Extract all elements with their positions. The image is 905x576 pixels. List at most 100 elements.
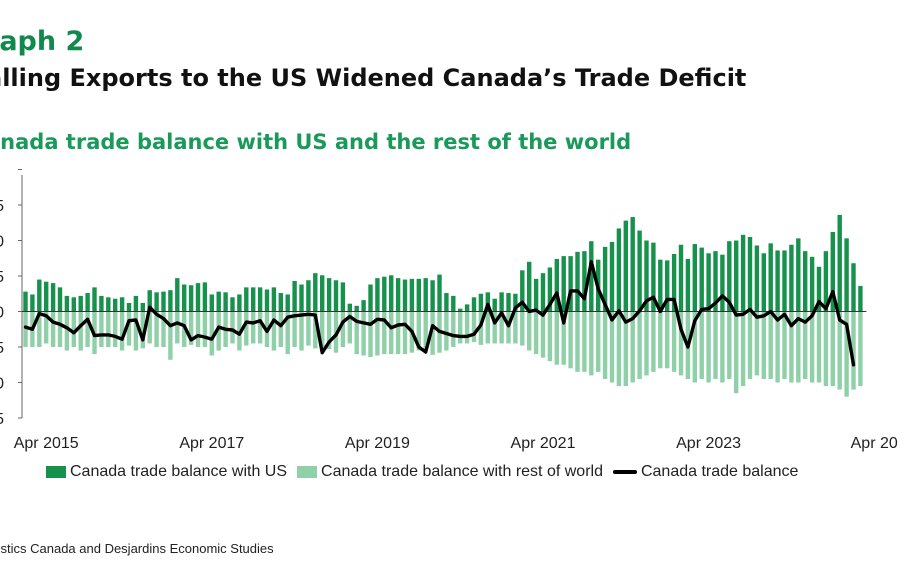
bar-rest-of-world — [313, 311, 318, 349]
bar-rest-of-world — [520, 311, 525, 346]
bar-us — [527, 261, 532, 312]
bar-us — [147, 290, 152, 312]
bar-rest-of-world — [230, 311, 235, 344]
bar-us — [333, 280, 339, 312]
bar-rest-of-world — [478, 311, 484, 345]
bar-us — [706, 253, 711, 312]
chart-subtitle: anada trade balance with US and the rest… — [0, 130, 632, 154]
bar-us — [754, 245, 760, 312]
bar-rest-of-world — [37, 311, 42, 347]
bar-us — [64, 295, 70, 312]
bar-rest-of-world — [665, 311, 670, 369]
bar-us — [140, 302, 145, 312]
bar-us — [499, 292, 504, 312]
bar-us — [740, 234, 746, 312]
bar-rest-of-world — [99, 311, 104, 347]
bar-us — [306, 280, 311, 312]
x-tick-label: Apr 2023 — [676, 435, 741, 452]
bar-rest-of-world — [506, 311, 511, 344]
bar-us — [292, 280, 297, 312]
bar-rest-of-world — [140, 311, 145, 349]
bar-rest-of-world — [119, 311, 125, 351]
bar-rest-of-world — [251, 311, 256, 344]
bar-us — [154, 292, 159, 312]
bar-rest-of-world — [126, 311, 132, 346]
bar-us — [727, 241, 732, 312]
bar-us — [395, 278, 401, 312]
bar-rest-of-world — [168, 311, 173, 360]
bar-us — [299, 284, 304, 312]
bar-rest-of-world — [485, 311, 490, 344]
source-note: tistics Canada and Desjardins Economic S… — [0, 541, 274, 556]
bar-us — [375, 278, 380, 312]
bar-rest-of-world — [858, 311, 863, 387]
bar-rest-of-world — [133, 311, 139, 351]
bar-rest-of-world — [402, 311, 408, 355]
bar-us — [119, 297, 125, 312]
bar-us — [195, 283, 201, 312]
bar-us — [458, 308, 463, 312]
bar-us — [575, 251, 580, 312]
bar-rest-of-world — [416, 311, 421, 351]
bar-us — [368, 284, 373, 312]
bar-us — [713, 251, 718, 312]
bar-rest-of-world — [658, 311, 663, 369]
bar-us — [320, 275, 325, 312]
bar-rest-of-world — [175, 311, 180, 344]
bar-us — [471, 297, 477, 312]
bar-us — [761, 253, 766, 312]
bar-us — [106, 297, 111, 312]
bar-rest-of-world — [292, 311, 297, 347]
bar-rest-of-world — [195, 311, 201, 347]
bar-rest-of-world — [596, 311, 601, 372]
bar-rest-of-world — [347, 311, 352, 344]
bar-rest-of-world — [761, 311, 766, 379]
bar-us — [513, 293, 518, 312]
bar-us — [264, 289, 270, 312]
bar-us — [775, 250, 780, 312]
bar-us — [416, 278, 421, 312]
bar-rest-of-world — [430, 311, 435, 355]
bar-us — [285, 294, 290, 312]
bar-rest-of-world — [106, 311, 111, 347]
bar-rest-of-world — [706, 311, 711, 383]
legend-swatch-rest-of-world — [297, 466, 318, 478]
bar-us — [809, 256, 815, 312]
bar-rest-of-world — [423, 311, 428, 351]
bar-rest-of-world — [285, 311, 290, 355]
bar-rest-of-world — [561, 311, 566, 365]
bar-rest-of-world — [602, 311, 608, 379]
bar-rest-of-world — [713, 311, 718, 379]
legend-swatch-total — [612, 470, 637, 474]
bar-rest-of-world — [444, 311, 449, 351]
bar-rest-of-world — [44, 311, 49, 344]
graph-label: raph 2 — [0, 26, 85, 57]
bar-us — [161, 291, 166, 312]
bar-us — [182, 284, 187, 312]
bar-rest-of-world — [747, 311, 753, 379]
bar-us — [540, 273, 546, 312]
bar-us — [209, 294, 214, 312]
bar-us — [651, 242, 656, 312]
bar-us — [665, 260, 670, 312]
bar-rest-of-world — [782, 311, 787, 379]
legend-item-rest-of-world: Canada trade balance with rest of world — [297, 463, 603, 481]
bar-rest-of-world — [754, 311, 760, 376]
bar-us — [747, 236, 753, 312]
bar-us — [547, 267, 553, 312]
legend: Canada trade balance with US Canada trad… — [46, 463, 808, 481]
bar-rest-of-world — [844, 311, 849, 397]
bar-us — [816, 266, 822, 312]
bar-us — [44, 281, 49, 312]
bar-us — [444, 293, 449, 312]
y-tick-label: 5 — [0, 340, 4, 357]
bar-us — [78, 295, 83, 312]
bar-us — [188, 285, 194, 312]
x-tick-label: Apr 2015 — [14, 435, 79, 452]
bar-rest-of-world — [499, 311, 504, 344]
bar-us — [409, 278, 415, 312]
bar-us — [271, 287, 277, 312]
bar-rest-of-world — [830, 311, 835, 387]
bar-rest-of-world — [188, 311, 194, 345]
